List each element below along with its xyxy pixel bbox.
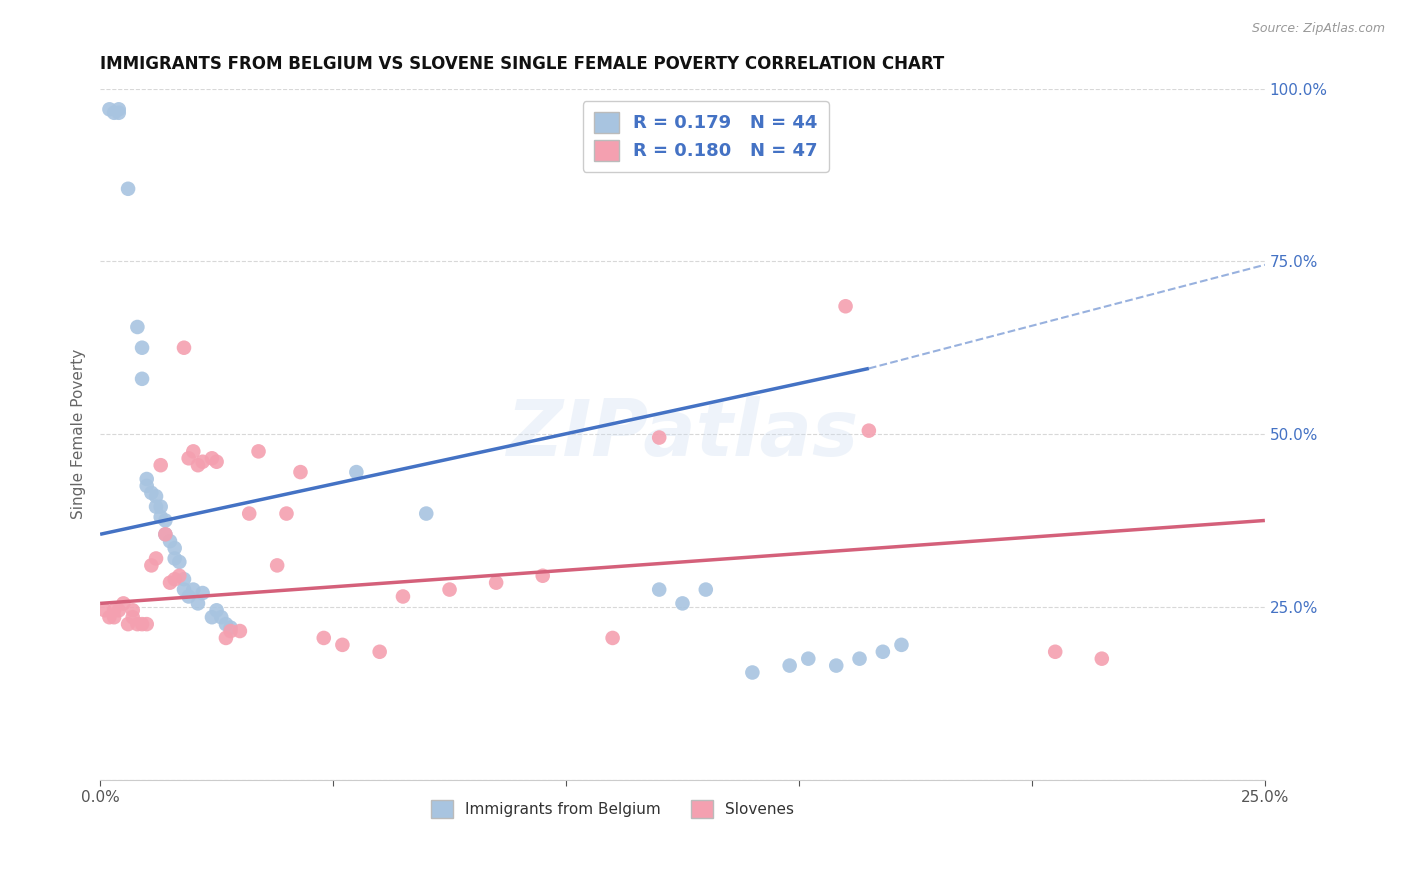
Point (141, 558, 163, 573)
Point (648, 431, 671, 445)
Point (155, 527, 177, 541)
Point (117, 182, 139, 196)
Point (107, 105, 129, 120)
Point (276, 507, 298, 521)
Point (149, 500, 172, 514)
Point (155, 513, 177, 527)
Point (671, 596, 693, 610)
Point (107, 603, 129, 617)
Point (107, 103, 129, 117)
Point (103, 610, 125, 624)
Text: ZIPatlas: ZIPatlas (506, 396, 859, 472)
Point (131, 617, 153, 632)
Point (201, 451, 224, 466)
Point (121, 610, 143, 624)
Point (741, 665, 763, 680)
Point (131, 341, 153, 355)
Point (159, 575, 181, 590)
Point (145, 551, 167, 566)
Point (392, 590, 415, 604)
Point (209, 610, 232, 624)
Legend: Immigrants from Belgium, Slovenes: Immigrants from Belgium, Slovenes (425, 794, 800, 824)
Point (145, 489, 167, 503)
Point (695, 582, 717, 597)
Point (181, 582, 204, 597)
Point (848, 651, 870, 665)
Point (229, 624, 252, 638)
Point (169, 568, 191, 582)
Y-axis label: Single Female Poverty: Single Female Poverty (72, 349, 86, 519)
Point (173, 341, 195, 355)
Point (485, 575, 508, 590)
Point (135, 617, 157, 632)
Text: Source: ZipAtlas.com: Source: ZipAtlas.com (1251, 22, 1385, 36)
Point (890, 638, 912, 652)
Point (187, 596, 209, 610)
Point (858, 424, 880, 438)
Point (219, 624, 242, 638)
Point (121, 603, 143, 617)
Point (415, 507, 437, 521)
Point (173, 572, 195, 586)
Point (201, 610, 224, 624)
Point (127, 320, 149, 334)
Point (163, 572, 186, 586)
Text: IMMIGRANTS FROM BELGIUM VS SLOVENE SINGLE FEMALE POVERTY CORRELATION CHART: IMMIGRANTS FROM BELGIUM VS SLOVENE SINGL… (100, 55, 945, 73)
Point (247, 444, 270, 458)
Point (215, 617, 238, 632)
Point (141, 486, 163, 500)
Point (117, 617, 139, 632)
Point (602, 631, 624, 645)
Point (205, 455, 228, 469)
Point (439, 582, 461, 597)
Point (163, 551, 186, 566)
Point (94, 603, 117, 617)
Point (98, 610, 121, 624)
Point (1045, 645, 1067, 659)
Point (103, 105, 125, 120)
Point (131, 372, 153, 386)
Point (219, 621, 242, 635)
Point (191, 455, 214, 469)
Point (177, 451, 200, 466)
Point (191, 586, 214, 600)
Point (368, 645, 391, 659)
Point (155, 527, 177, 541)
Point (173, 582, 195, 597)
Point (531, 568, 554, 582)
Point (332, 638, 354, 652)
Point (163, 541, 186, 555)
Point (344, 465, 367, 479)
Point (127, 617, 149, 632)
Point (169, 555, 191, 569)
Point (238, 507, 260, 521)
Point (177, 590, 200, 604)
Point (103, 603, 125, 617)
Point (135, 472, 157, 486)
Point (872, 645, 894, 659)
Point (159, 534, 181, 549)
Point (112, 596, 135, 610)
Point (825, 658, 848, 673)
Point (149, 458, 172, 473)
Point (205, 603, 228, 617)
Point (1091, 651, 1114, 665)
Point (312, 631, 335, 645)
Point (187, 458, 209, 473)
Point (181, 444, 204, 458)
Point (648, 582, 671, 597)
Point (98, 103, 121, 117)
Point (266, 558, 288, 573)
Point (797, 651, 820, 665)
Point (215, 631, 238, 645)
Point (779, 658, 801, 673)
Point (290, 465, 312, 479)
Point (135, 479, 157, 493)
Point (149, 510, 172, 524)
Point (834, 299, 856, 313)
Point (145, 500, 167, 514)
